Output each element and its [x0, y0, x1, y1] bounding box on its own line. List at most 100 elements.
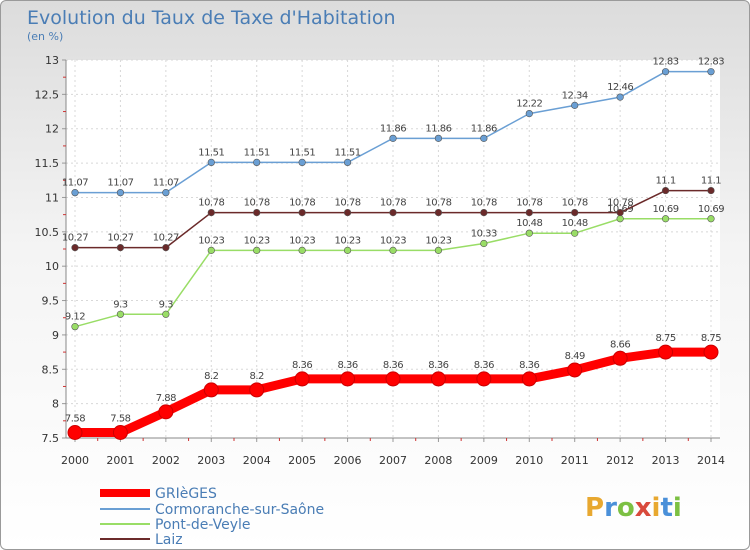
data-point — [162, 189, 170, 197]
logo-letter: r — [604, 493, 617, 523]
data-point — [340, 371, 356, 387]
data-label: 10.48 — [516, 218, 542, 229]
logo-letter: x — [635, 493, 652, 523]
data-point — [343, 208, 352, 217]
data-label: 12.46 — [607, 82, 633, 93]
data-point — [343, 158, 352, 167]
data-point — [571, 101, 579, 109]
data-label: 10.78 — [471, 198, 497, 209]
data-label: 10.69 — [698, 204, 724, 215]
data-label: 8.2 — [204, 371, 219, 382]
x-tick-label: 2013 — [652, 454, 680, 467]
data-label: 10.27 — [62, 233, 88, 244]
data-point — [298, 246, 306, 254]
data-label: 9.3 — [159, 299, 174, 310]
data-label: 8.36 — [337, 360, 357, 371]
data-label: 12.22 — [516, 99, 542, 110]
data-label: 12.34 — [562, 90, 588, 101]
data-point — [67, 425, 83, 441]
data-point — [389, 208, 397, 217]
data-label: 10.23 — [380, 235, 406, 246]
data-label: 11.51 — [289, 147, 315, 158]
y-tick-label: 10 — [45, 260, 59, 273]
data-point — [480, 208, 488, 217]
x-tick-label: 2002 — [152, 454, 180, 467]
y-tick-label: 8.5 — [42, 363, 60, 376]
chart-subtitle: (en %) — [27, 30, 64, 43]
legend-label: GRIèGES — [155, 486, 217, 502]
data-label: 8.36 — [428, 360, 448, 371]
x-tick-label: 2007 — [379, 454, 407, 467]
data-label: 11.86 — [425, 123, 451, 134]
data-label: 8.75 — [701, 333, 721, 344]
x-tick-label: 2008 — [424, 454, 452, 467]
data-label: 7.58 — [65, 414, 85, 425]
y-tick-label: 9 — [52, 329, 59, 342]
legend-entry: Laiz — [100, 532, 183, 548]
legend: GRIèGESCormoranche-sur-SaônePont-de-Veyl… — [100, 486, 324, 548]
data-point — [703, 344, 719, 360]
data-point — [203, 382, 219, 398]
data-point — [525, 208, 533, 217]
data-label: 10.23 — [425, 235, 451, 246]
chart-title: Evolution du Taux de Taxe d'Habitation — [27, 7, 396, 29]
data-point — [567, 362, 583, 378]
data-point — [207, 208, 215, 217]
data-label: 10.27 — [153, 233, 179, 244]
data-point — [71, 189, 79, 197]
data-point — [707, 186, 715, 195]
x-tick-label: 2009 — [470, 454, 498, 467]
x-tick-label: 2004 — [243, 454, 271, 467]
data-point — [661, 68, 670, 76]
data-label: 9.3 — [113, 299, 128, 310]
data-label: 10.23 — [335, 235, 361, 246]
data-point — [158, 404, 174, 420]
y-tick-label: 8 — [52, 398, 59, 411]
data-point — [476, 371, 492, 387]
data-label: 10.78 — [244, 198, 270, 209]
logo-letter: o — [617, 493, 635, 523]
data-label: 10.78 — [289, 198, 315, 209]
data-point — [571, 229, 579, 237]
data-point — [480, 134, 488, 142]
data-point — [430, 371, 446, 387]
data-point — [661, 215, 670, 223]
data-label: 11.1 — [655, 176, 675, 187]
series-0: 7.58 7.58 7.88 8.2 8.2 8.36 8.36 8.36 8.36 8.36 8.… — [65, 333, 722, 441]
x-tick-label: 2014 — [697, 454, 725, 467]
data-point — [521, 371, 537, 387]
data-point — [253, 246, 261, 254]
data-label: 7.58 — [110, 414, 130, 425]
data-label: 9.12 — [65, 312, 85, 323]
data-label: 11.07 — [62, 178, 88, 189]
data-label: 11.51 — [244, 147, 270, 158]
data-point — [116, 244, 125, 252]
data-point — [480, 239, 488, 248]
x-tick-label: 2006 — [334, 454, 362, 467]
y-tick-label: 11.5 — [35, 157, 60, 170]
data-point — [571, 208, 579, 217]
data-label: 11.1 — [701, 176, 721, 187]
y-tick-label: 9.5 — [42, 295, 60, 308]
data-point — [298, 208, 306, 217]
logo-letter: P — [585, 493, 604, 523]
data-point — [162, 310, 170, 318]
data-label: 10.23 — [289, 235, 315, 246]
legend-entry: Cormoranche-sur-Saône — [100, 502, 324, 518]
data-label: 10.78 — [425, 198, 451, 209]
x-tick-label: 2001 — [106, 454, 134, 467]
data-point — [253, 208, 261, 217]
data-point — [112, 425, 128, 441]
data-point — [616, 208, 624, 217]
data-label: 11.07 — [153, 178, 179, 189]
x-tick-label: 2010 — [515, 454, 543, 467]
data-label: 11.07 — [107, 178, 133, 189]
legend-entry: GRIèGES — [100, 486, 217, 502]
data-label: 11.51 — [198, 147, 224, 158]
x-tick-label: 2000 — [61, 454, 89, 467]
data-label: 10.23 — [198, 235, 224, 246]
data-label: 10.33 — [471, 229, 497, 240]
legend-label: Cormoranche-sur-Saône — [155, 502, 324, 518]
legend-entry: Pont-de-Veyle — [100, 517, 251, 533]
data-point — [612, 350, 628, 366]
